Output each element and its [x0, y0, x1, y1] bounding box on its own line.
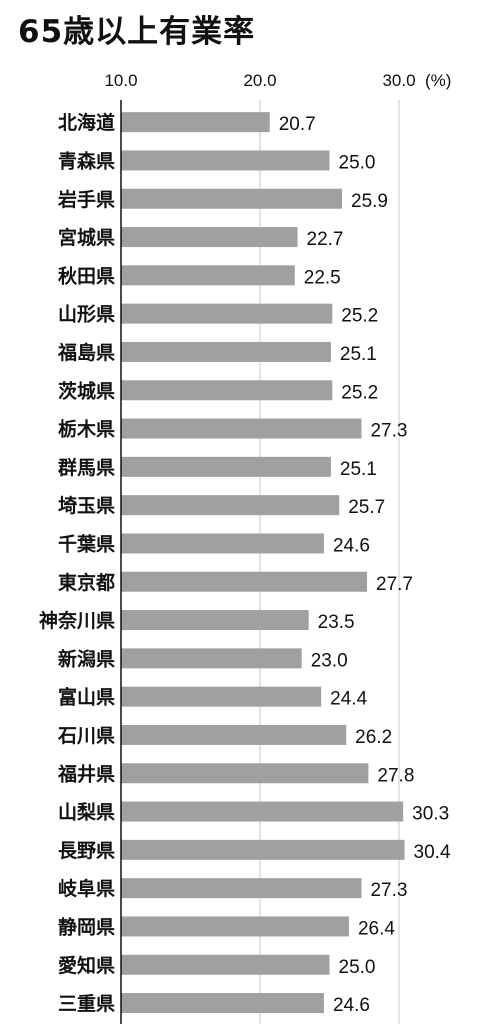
category-label: 静岡県 [58, 915, 115, 938]
tick-label: 20.0 [243, 71, 276, 90]
bar [121, 188, 343, 209]
labels: 10.0 20.0 30.0 (%) 北海道 20.7 青森県 25.0 岩手県 25.9 宮城県 2… [39, 71, 451, 1016]
category-label: 茨城県 [58, 379, 115, 402]
bar [121, 571, 368, 592]
data-label: 25.2 [341, 306, 378, 327]
bars [121, 112, 405, 1014]
category-label: 宮城県 [58, 226, 115, 249]
bar [121, 648, 302, 669]
category-label: 秋田県 [58, 264, 115, 287]
category-label: 三重県 [58, 993, 115, 1015]
bar [121, 954, 330, 975]
data-label: 24.6 [333, 535, 370, 556]
bar [121, 993, 324, 1014]
data-label: 22.7 [307, 229, 344, 250]
data-label: 23.0 [311, 650, 348, 671]
data-label: 25.9 [351, 191, 388, 212]
bar [121, 724, 347, 745]
data-label: 24.4 [330, 689, 367, 710]
data-label: 27.8 [377, 765, 414, 786]
data-label: 22.5 [304, 267, 341, 288]
bar [121, 495, 340, 516]
category-label: 新潟県 [58, 647, 115, 670]
category-label: 栃木県 [58, 418, 115, 441]
bar [121, 227, 298, 248]
bar [121, 686, 322, 707]
category-label: 山梨県 [58, 801, 115, 824]
bar [121, 150, 330, 171]
data-label: 23.5 [318, 612, 355, 633]
category-label: 福島県 [57, 341, 115, 364]
data-label: 25.7 [348, 497, 385, 518]
bar [121, 533, 324, 554]
bar [121, 341, 331, 362]
bar [121, 839, 405, 860]
category-label: 福井県 [57, 762, 115, 785]
tick-label: 30.0 [382, 71, 415, 90]
bar [121, 801, 404, 822]
data-label: 25.1 [340, 459, 377, 480]
bar [121, 418, 362, 439]
data-label: 20.7 [279, 114, 316, 135]
grid-lines [259, 100, 400, 1024]
category-label: 石川県 [57, 725, 115, 747]
tick-label: 10.0 [104, 71, 137, 90]
data-label: 24.6 [333, 995, 370, 1016]
unit-label: (%) [425, 71, 451, 90]
data-label: 26.4 [358, 918, 395, 939]
category-label: 東京都 [58, 571, 115, 594]
category-label: 群馬県 [57, 456, 115, 479]
data-label: 25.1 [340, 344, 377, 365]
bar [121, 380, 333, 401]
bar [121, 878, 362, 899]
category-label: 埼玉県 [58, 494, 115, 517]
data-label: 27.3 [370, 880, 407, 901]
data-label: 27.7 [376, 574, 413, 595]
data-label: 30.3 [412, 804, 449, 825]
category-label: 岐阜県 [58, 877, 115, 900]
category-label: 青森県 [58, 149, 115, 172]
category-label: 富山県 [58, 686, 115, 709]
chart-title: 65歳以上有業率 [18, 14, 256, 50]
data-label: 25.2 [341, 382, 378, 403]
bar [121, 916, 349, 937]
category-label: 千葉県 [58, 533, 115, 555]
bar [121, 610, 309, 631]
data-label: 27.3 [370, 421, 407, 442]
category-label: 山形県 [58, 304, 115, 326]
bar [121, 456, 331, 477]
category-label: 北海道 [58, 111, 115, 134]
category-label: 長野県 [58, 840, 115, 862]
data-label: 25.0 [339, 957, 376, 978]
category-label: 岩手県 [57, 188, 115, 211]
category-label: 神奈川県 [39, 609, 115, 632]
bar [121, 265, 295, 286]
bar [121, 112, 270, 133]
bar [121, 763, 369, 784]
bar [121, 303, 333, 324]
data-label: 30.4 [414, 842, 451, 863]
data-label: 26.2 [355, 727, 392, 748]
category-label: 愛知県 [58, 954, 115, 977]
data-label: 25.0 [339, 152, 376, 173]
